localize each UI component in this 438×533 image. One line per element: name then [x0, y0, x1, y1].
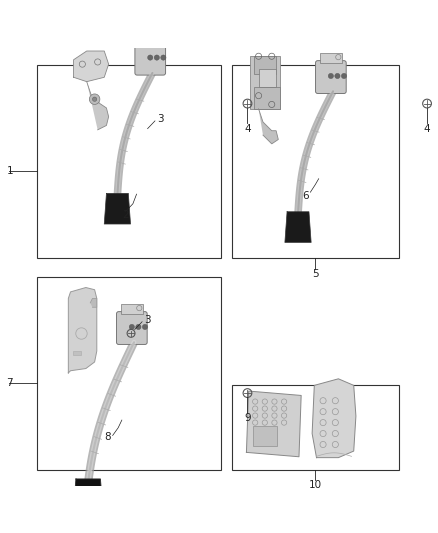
Circle shape: [136, 324, 141, 329]
FancyBboxPatch shape: [117, 312, 147, 344]
Circle shape: [92, 97, 97, 101]
Polygon shape: [74, 51, 109, 82]
Circle shape: [148, 55, 153, 60]
Circle shape: [341, 74, 346, 78]
Polygon shape: [285, 212, 311, 243]
FancyBboxPatch shape: [135, 42, 166, 75]
Polygon shape: [68, 287, 97, 373]
Circle shape: [89, 94, 100, 104]
Circle shape: [335, 74, 340, 78]
Polygon shape: [73, 479, 103, 518]
Bar: [320, 53, 342, 63]
Polygon shape: [104, 193, 131, 224]
Bar: [139, 34, 161, 44]
FancyBboxPatch shape: [315, 61, 346, 93]
Text: 6: 6: [302, 191, 309, 201]
Circle shape: [161, 55, 166, 60]
Circle shape: [328, 74, 333, 78]
Text: 4: 4: [424, 124, 431, 134]
Bar: [232, 385, 399, 470]
Polygon shape: [312, 379, 356, 458]
Circle shape: [129, 324, 134, 329]
Bar: [37, 65, 221, 258]
Text: 2: 2: [122, 211, 129, 220]
Polygon shape: [258, 109, 278, 144]
Bar: [254, 56, 276, 74]
Bar: [258, 69, 276, 87]
Bar: [73, 351, 81, 356]
Text: 1: 1: [7, 166, 13, 176]
Bar: [250, 56, 280, 109]
Text: 9: 9: [244, 413, 251, 423]
Circle shape: [142, 324, 148, 329]
Bar: [253, 426, 277, 446]
Bar: [37, 278, 221, 470]
Bar: [232, 65, 399, 258]
Text: 4: 4: [244, 124, 251, 134]
Bar: [254, 87, 280, 109]
Text: 3: 3: [144, 315, 151, 325]
Text: 5: 5: [312, 269, 319, 279]
Bar: [121, 304, 143, 314]
Polygon shape: [87, 82, 109, 130]
Text: 3: 3: [157, 114, 164, 124]
Text: 7: 7: [7, 378, 13, 389]
Text: 10: 10: [309, 481, 322, 490]
Polygon shape: [90, 298, 97, 307]
Text: 8: 8: [104, 432, 110, 442]
Circle shape: [154, 55, 159, 60]
Polygon shape: [247, 391, 301, 457]
